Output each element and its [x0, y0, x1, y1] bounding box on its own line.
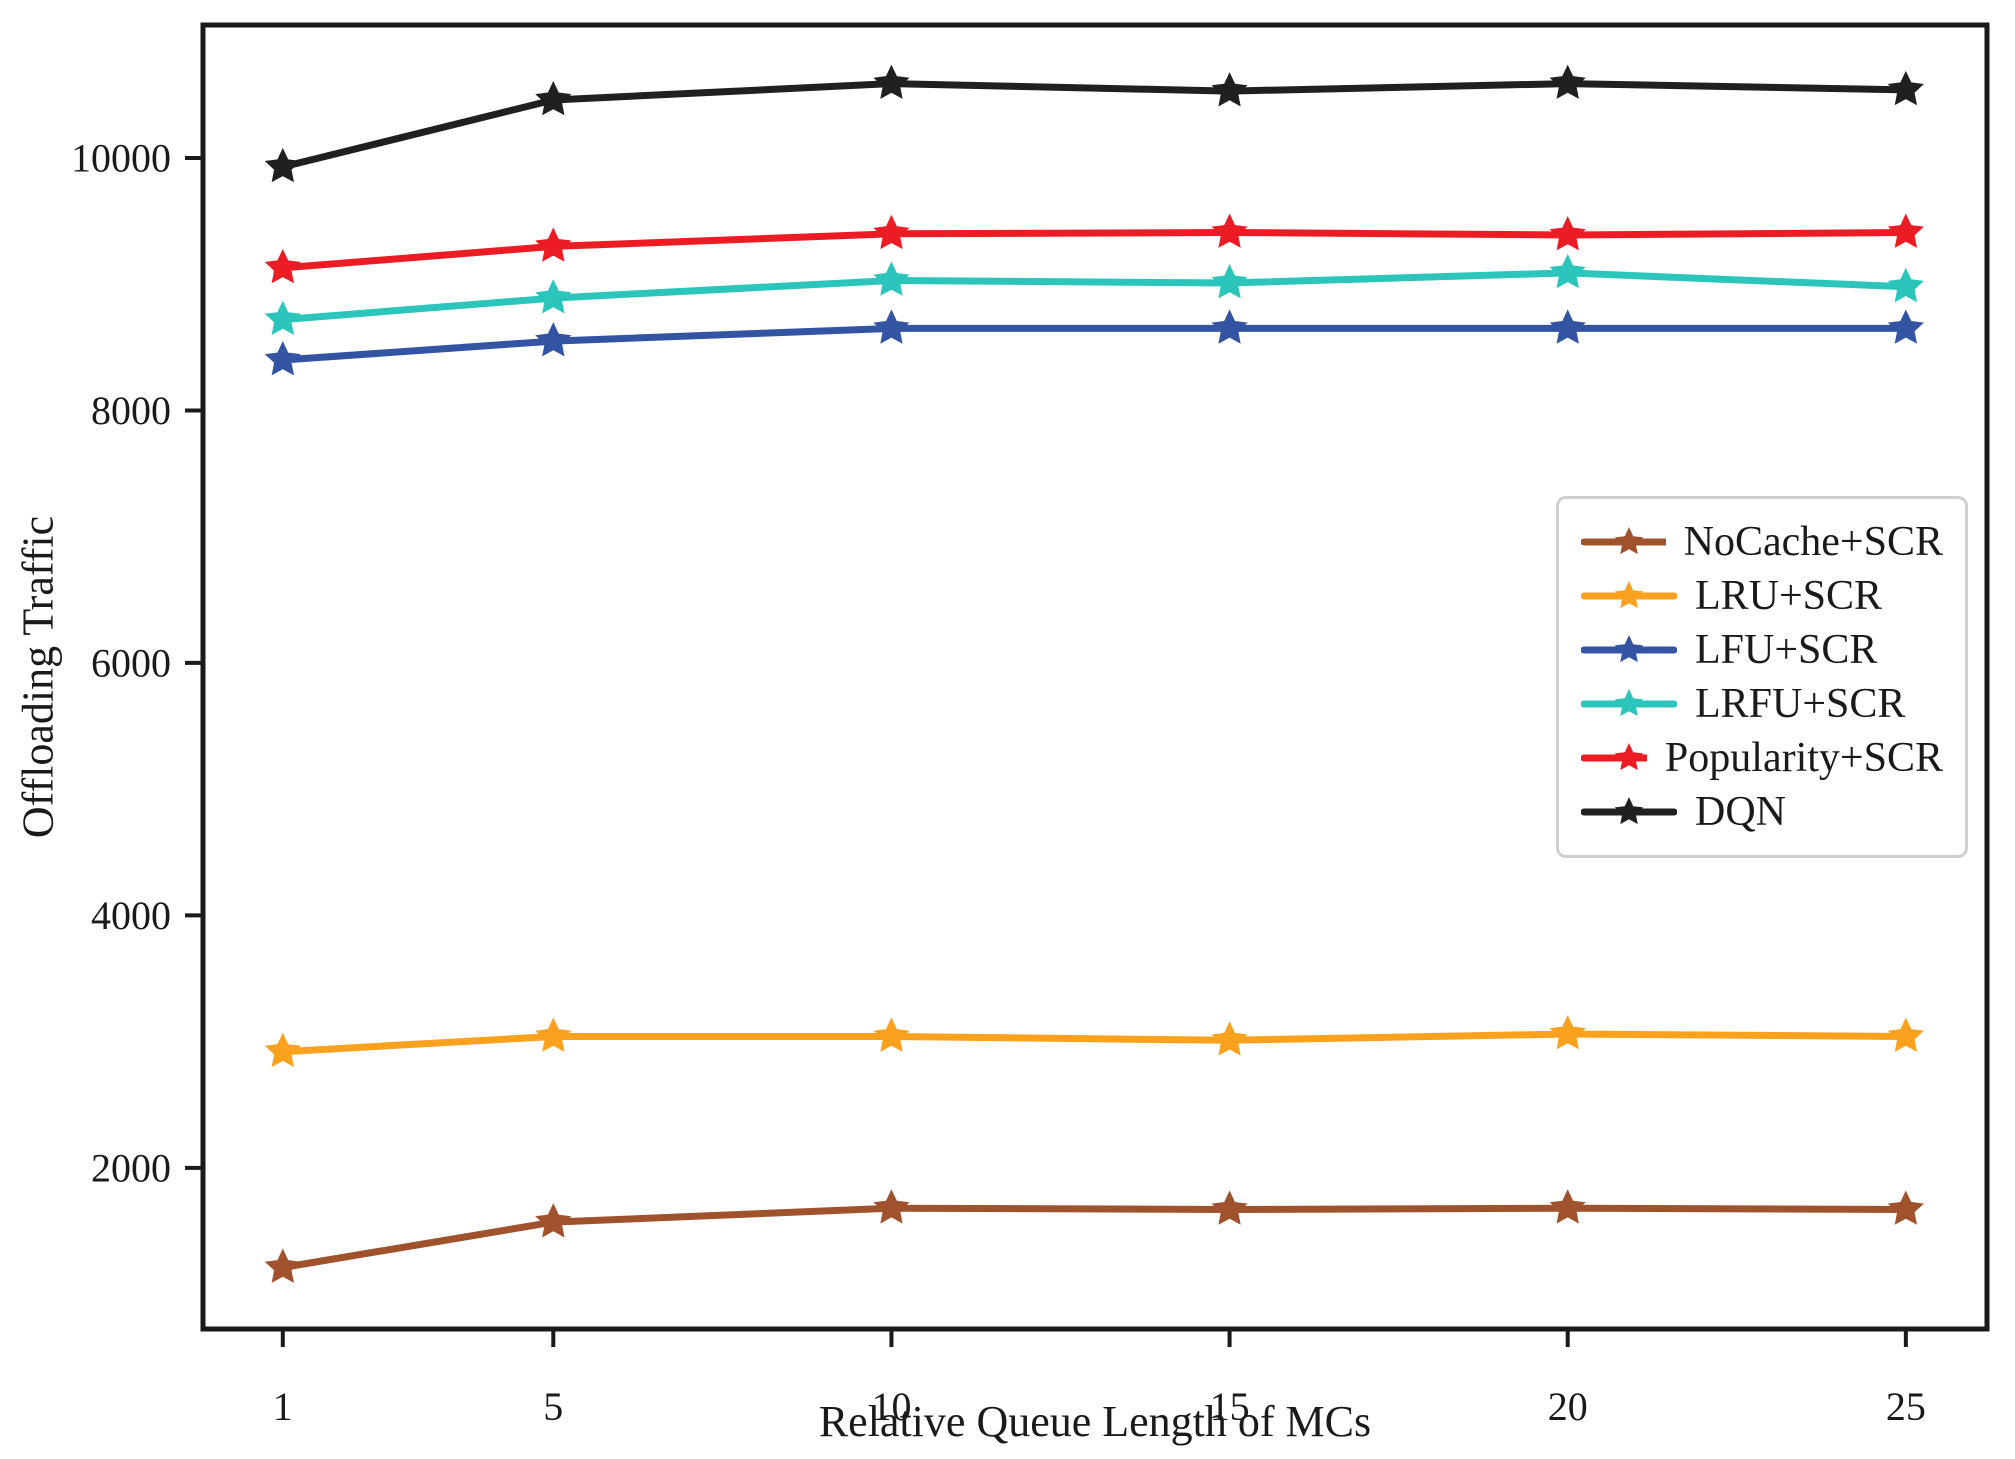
data-point-marker [1211, 1190, 1248, 1225]
data-point-marker [1549, 253, 1586, 289]
legend-item-Popularity+SCR: Popularity+SCR [1581, 731, 1943, 785]
legend-marker-icon [1581, 689, 1677, 717]
data-point-marker [1887, 1017, 1924, 1052]
legend-item-LRU+SCR: LRU+SCR [1581, 569, 1943, 623]
legend-item-LFU+SCR: LFU+SCR [1581, 623, 1943, 677]
data-point-marker [873, 309, 910, 344]
legend-marker-icon [1581, 527, 1666, 555]
y-axis-label: Offloading Traffic [13, 515, 63, 839]
x-tick-label: 25 [1886, 1384, 1926, 1429]
legend-label: NoCache+SCR [1683, 519, 1943, 565]
series-line-DQN [279, 80, 1910, 171]
data-point-marker [535, 1017, 572, 1052]
data-point-marker [1211, 72, 1248, 107]
data-point-marker [264, 147, 301, 183]
data-point-marker [264, 248, 301, 284]
data-point-marker [535, 81, 572, 116]
y-tick-label: 4000 [91, 893, 171, 938]
x-tick-label: 20 [1548, 1384, 1588, 1429]
data-point-marker [1887, 267, 1924, 303]
data-point-marker [264, 300, 301, 335]
data-point-marker [873, 261, 910, 296]
x-tick-label: 10 [871, 1384, 911, 1429]
legend: NoCache+SCR LRU+SCR LFU+SCR LRFU+SCR Popular… [1556, 496, 1968, 858]
x-axis-label: Relative Queue Length of MCs [818, 1397, 1372, 1446]
legend-label: LFU+SCR [1695, 627, 1878, 673]
data-point-marker [873, 64, 910, 99]
x-tick-label: 1 [273, 1384, 293, 1429]
data-point-marker [535, 322, 572, 357]
y-tick-label: 10000 [71, 136, 171, 181]
data-point-marker [1549, 64, 1586, 99]
legend-item-LRFU+SCR: LRFU+SCR [1581, 677, 1943, 731]
legend-item-DQN: DQN [1581, 785, 1943, 839]
data-point-marker [873, 214, 910, 250]
data-point-marker [1549, 309, 1586, 344]
series-line-NoCache+SCR [279, 1204, 1910, 1271]
data-point-marker [1887, 213, 1924, 248]
data-point-marker [1211, 264, 1248, 299]
data-point-marker [1887, 309, 1924, 344]
data-point-marker [873, 1189, 910, 1224]
data-point-marker [1549, 1189, 1586, 1224]
legend-label: Popularity+SCR [1664, 735, 1943, 781]
data-point-marker [535, 279, 572, 314]
legend-label: DQN [1695, 789, 1786, 835]
series-line-LRFU+SCR [279, 269, 1910, 324]
plot-border [200, 22, 1990, 1332]
x-tick-label: 5 [543, 1384, 563, 1429]
legend-marker-icon [1581, 581, 1677, 609]
y-tick-label: 6000 [91, 640, 171, 685]
data-point-marker [1211, 309, 1248, 344]
data-point-marker [1887, 70, 1924, 106]
y-tick-label: 8000 [91, 388, 171, 433]
legend-marker-icon [1581, 797, 1677, 825]
series-line-Popularity+SCR [279, 229, 1910, 272]
y-tick-label: 2000 [91, 1145, 171, 1190]
data-point-marker [873, 1017, 910, 1052]
data-point-marker [264, 1032, 301, 1068]
data-point-marker [264, 341, 301, 376]
data-point-marker [1549, 1015, 1586, 1050]
data-point-marker [535, 1203, 572, 1238]
data-point-marker [264, 1248, 301, 1283]
data-point-marker [1887, 1190, 1924, 1225]
series-line-LFU+SCR [279, 324, 1910, 364]
legend-marker-icon [1581, 743, 1647, 771]
data-point-marker [1549, 216, 1586, 251]
legend-item-NoCache+SCR: NoCache+SCR [1581, 515, 1943, 569]
x-tick-label: 15 [1210, 1384, 1250, 1429]
data-point-marker [1211, 1021, 1248, 1056]
legend-label: LRU+SCR [1695, 573, 1883, 619]
data-point-marker [535, 227, 572, 262]
legend-marker-icon [1581, 635, 1677, 663]
legend-label: LRFU+SCR [1695, 681, 1906, 727]
data-point-marker [1211, 213, 1248, 248]
series-line-LRU+SCR [279, 1030, 1910, 1056]
